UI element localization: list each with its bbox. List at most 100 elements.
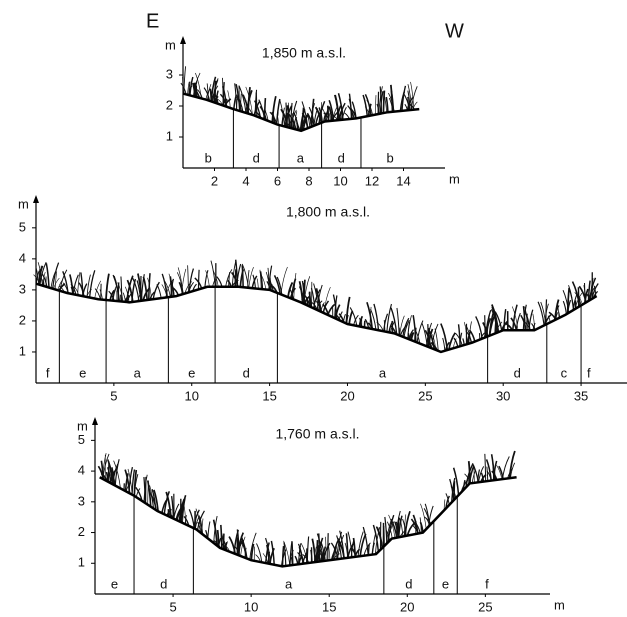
x-tick-label: 20	[400, 599, 414, 614]
vegetation	[375, 95, 376, 115]
vegetation	[459, 324, 461, 346]
zone-label: e	[79, 365, 86, 380]
zone-label: b	[386, 150, 393, 165]
vegetation	[210, 89, 211, 102]
x-tick-label: 35	[574, 388, 588, 403]
zone-label: d	[338, 150, 345, 165]
x-tick-label: 15	[262, 388, 276, 403]
y-axis-arrow	[92, 417, 98, 425]
vegetation	[312, 539, 315, 562]
vegetation	[349, 311, 352, 325]
vegetation	[281, 267, 287, 294]
y-axis-arrow	[33, 195, 39, 203]
vegetation	[326, 537, 327, 561]
x-axis-label: m	[554, 597, 565, 612]
vegetation	[489, 312, 493, 336]
zone-label: d	[514, 365, 521, 380]
zone-label: e	[111, 576, 118, 591]
x-tick-label: 14	[396, 173, 410, 188]
zone-label: a	[285, 576, 293, 591]
zone-label: c	[561, 365, 568, 380]
vegetation	[257, 279, 258, 289]
vegetation	[198, 270, 199, 290]
zone-label: f	[587, 365, 591, 380]
y-tick-label: 1	[19, 343, 26, 358]
west-label: W	[445, 20, 464, 42]
zone-label: d	[253, 150, 260, 165]
vegetation	[349, 94, 351, 119]
vegetation	[374, 304, 379, 330]
x-tick-label: 20	[340, 388, 354, 403]
y-tick-label: 2	[166, 97, 173, 112]
vegetation	[265, 98, 266, 119]
zone-label: f	[485, 576, 489, 591]
vegetation	[397, 308, 399, 335]
x-axis-label: m	[449, 171, 460, 186]
y-tick-label: 3	[166, 66, 173, 81]
vegetation	[282, 546, 283, 566]
vegetation	[563, 301, 566, 314]
vegetation	[476, 316, 482, 338]
vegetation	[252, 276, 257, 288]
vegetation	[538, 302, 544, 326]
zone-label: f	[46, 365, 50, 380]
vegetation	[319, 533, 320, 561]
x-tick-label: 10	[333, 173, 347, 188]
vegetation	[472, 463, 478, 482]
vegetation	[443, 338, 445, 351]
vegetation	[328, 106, 329, 121]
y-tick-label: 1	[78, 555, 85, 570]
zone-label: d	[243, 365, 250, 380]
chart-title: 1,800 m a.s.l.	[286, 204, 370, 220]
y-tick-label: 2	[78, 524, 85, 539]
vegetation	[569, 289, 573, 310]
vegetation	[487, 467, 488, 481]
y-tick-label: 3	[19, 281, 26, 296]
y-tick-label: 2	[19, 312, 26, 327]
x-tick-label: 15	[322, 599, 336, 614]
x-tick-label: 8	[305, 173, 312, 188]
x-tick-label: 10	[184, 388, 198, 403]
vegetation	[170, 276, 172, 296]
vegetation	[83, 284, 87, 296]
zone-label: a	[297, 150, 305, 165]
zone-label: b	[205, 150, 212, 165]
vegetation	[485, 454, 486, 481]
vegetation	[70, 274, 73, 294]
y-axis-label: m	[18, 196, 29, 211]
zone-label: a	[134, 365, 142, 380]
figure: E W mm1,850 m a.s.l.1232468101214bdadbmm…	[0, 0, 627, 617]
vegetation	[387, 304, 392, 332]
y-tick-label: 5	[78, 432, 85, 447]
zone-label: a	[379, 365, 387, 380]
x-tick-label: 25	[418, 388, 432, 403]
x-tick-label: 30	[496, 388, 510, 403]
vegetation	[153, 282, 159, 299]
chart-title: 1,760 m a.s.l.	[275, 426, 359, 442]
zone-label: e	[442, 576, 449, 591]
x-tick-label: 5	[169, 599, 176, 614]
zone-label: d	[160, 576, 167, 591]
vegetation	[420, 517, 421, 532]
x-tick-label: 12	[365, 173, 379, 188]
vegetation	[242, 265, 243, 287]
zone-label: e	[188, 365, 195, 380]
y-tick-label: 4	[19, 250, 26, 265]
vegetation	[90, 270, 95, 297]
x-tick-label: 10	[244, 599, 258, 614]
y-axis-label: m	[165, 37, 176, 52]
zone-label: d	[405, 576, 412, 591]
vegetation	[372, 543, 374, 555]
east-label: E	[146, 10, 159, 32]
vegetation	[182, 269, 186, 295]
x-tick-label: 5	[110, 388, 117, 403]
y-tick-label: 3	[78, 493, 85, 508]
vegetation	[221, 525, 222, 549]
x-tick-label: 2	[211, 173, 218, 188]
chart-title: 1,850 m a.s.l.	[262, 45, 346, 61]
vegetation	[190, 77, 193, 95]
y-tick-label: 5	[19, 219, 26, 234]
y-axis-arrow	[180, 36, 186, 44]
vegetation	[282, 117, 283, 126]
vegetation	[328, 304, 335, 315]
